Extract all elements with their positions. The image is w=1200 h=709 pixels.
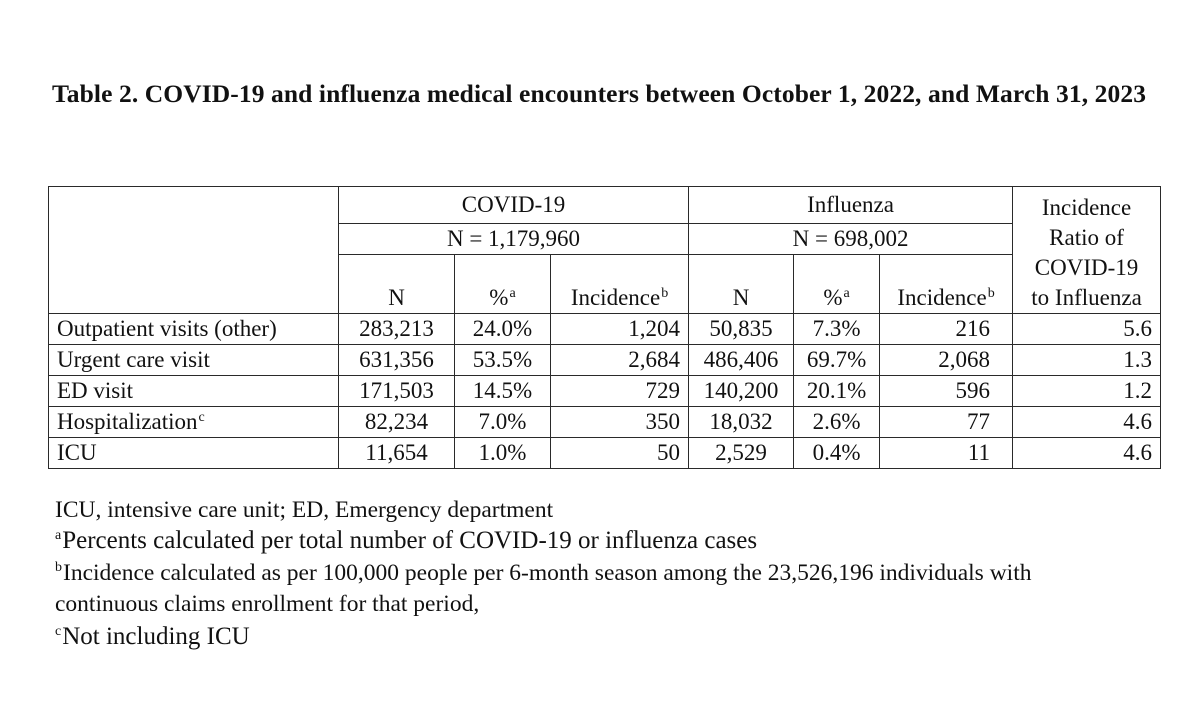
footnote-a-text: Percents calculated per total number of … <box>62 527 758 554</box>
footnote-b-continued: continuous claims enrollment for that pe… <box>55 591 480 617</box>
cell-flu-incidence: 596 <box>879 375 1013 407</box>
cell-covid-pct: 1.0% <box>454 437 551 469</box>
col-flu-pct: %a <box>793 254 880 314</box>
cell-flu-pct: 7.3% <box>793 313 880 345</box>
flu-total-header: N = 698,002 <box>688 223 1013 255</box>
ratio-header-line4: to Influenza <box>1031 285 1142 310</box>
cell-ratio: 4.6 <box>1012 437 1162 469</box>
row-label: Outpatient visits (other) <box>48 313 339 345</box>
cell-covid-incidence: 2,684 <box>549 344 689 376</box>
flu-group-header: Influenza <box>688 186 1013 224</box>
covid-total-label: N = 1,179,960 <box>446 226 581 251</box>
col-flu-incidence: Incidenceb <box>879 254 1013 314</box>
cell-covid-n: 11,654 <box>338 437 455 469</box>
row-label: Hospitalizationc <box>48 406 339 438</box>
table-row: Hospitalizationc 82,234 7.0% 350 18,032 … <box>48 406 1162 438</box>
cell-ratio: 1.2 <box>1012 375 1162 407</box>
cell-flu-n: 140,200 <box>688 375 794 407</box>
row-label: Urgent care visit <box>48 344 339 376</box>
header-row-groups: COVID-19 Influenza Incidence Ratio of CO… <box>48 186 1162 314</box>
cell-flu-n: 2,529 <box>688 437 794 469</box>
col-covid-n: N <box>338 254 455 314</box>
table-title: Table 2. COVID-19 and influenza medical … <box>52 79 1147 108</box>
flu-group-name: Influenza <box>807 192 894 217</box>
flu-total-label: N = 698,002 <box>792 226 909 251</box>
cell-covid-pct: 14.5% <box>454 375 551 407</box>
cell-flu-incidence: 216 <box>879 313 1013 345</box>
header-blank-cell <box>48 186 339 314</box>
cell-flu-pct: 20.1% <box>793 375 880 407</box>
row-label: ED visit <box>48 375 339 407</box>
footnote-a: aPercents calculated per total number of… <box>55 525 1195 557</box>
header-row-columns: N %a Incidenceb N %a Incidenceb <box>49 254 1161 314</box>
col-covid-incidence: Incidenceb <box>549 254 689 314</box>
ratio-header-line1: Incidence <box>1041 195 1132 220</box>
cell-flu-pct: 2.6% <box>793 406 880 438</box>
cell-covid-n: 171,503 <box>338 375 455 407</box>
cell-covid-incidence: 50 <box>549 437 689 469</box>
footnote-b-text: Incidence calculated as per 100,000 peop… <box>63 560 1032 586</box>
cell-flu-pct: 0.4% <box>793 437 880 469</box>
ratio-header-line3: COVID-19 <box>1034 255 1139 280</box>
table-row: ED visit 171,503 14.5% 729 140,200 20.1%… <box>48 375 1162 407</box>
cell-covid-incidence: 1,204 <box>549 313 689 345</box>
ratio-header: Incidence Ratio of COVID-19 to Influenza <box>1012 186 1162 314</box>
cell-covid-n: 283,213 <box>338 313 455 345</box>
footnote-c-text: Not including ICU <box>62 623 250 650</box>
cell-ratio: 4.6 <box>1012 406 1162 438</box>
cell-flu-pct: 69.7% <box>793 344 880 376</box>
col-flu-n: N <box>688 254 794 314</box>
row-label: ICU <box>48 437 339 469</box>
covid-group-name: COVID-19 <box>461 192 566 217</box>
col-covid-pct: %a <box>454 254 551 314</box>
footnote-a-marker: a <box>55 528 62 543</box>
cell-covid-n: 631,356 <box>338 344 455 376</box>
footnote-b-marker: b <box>55 560 62 575</box>
cell-ratio: 1.3 <box>1012 344 1162 376</box>
cell-covid-pct: 7.0% <box>454 406 551 438</box>
results-table: COVID-19 Influenza Incidence Ratio of CO… <box>48 186 1162 469</box>
footnote-abbreviations: ICU, intensive care unit; ED, Emergency … <box>55 497 554 523</box>
cell-flu-incidence: 11 <box>879 437 1013 469</box>
covid-total-header: N = 1,179,960 <box>337 223 689 255</box>
cell-covid-incidence: 729 <box>549 375 689 407</box>
header-row-totals: N = 1,179,960 N = 698,002 <box>49 223 1161 255</box>
cell-covid-pct: 24.0% <box>454 313 551 345</box>
footnote-c-marker: c <box>55 624 62 639</box>
cell-flu-n: 18,032 <box>688 406 794 438</box>
table-row: Outpatient visits (other) 283,213 24.0% … <box>48 313 1162 345</box>
cell-flu-incidence: 2,068 <box>879 344 1013 376</box>
cell-flu-n: 50,835 <box>688 313 794 345</box>
cell-covid-incidence: 350 <box>549 406 689 438</box>
table-row: ICU 11,654 1.0% 50 2,529 0.4% 11 4.6 <box>48 437 1162 469</box>
table-footnotes: ICU, intensive care unit; ED, Emergency … <box>55 495 1195 655</box>
covid-group-header: COVID-19 <box>337 186 689 224</box>
cell-flu-n: 486,406 <box>688 344 794 376</box>
cell-covid-pct: 53.5% <box>454 344 551 376</box>
cell-covid-n: 82,234 <box>338 406 455 438</box>
footnote-b: bIncidence calculated as per 100,000 peo… <box>55 557 1195 589</box>
footnote-c: cNot including ICU <box>55 619 1195 655</box>
table-row: Urgent care visit 631,356 53.5% 2,684 48… <box>48 344 1162 376</box>
cell-ratio: 5.6 <box>1012 313 1162 345</box>
ratio-header-line2: Ratio of <box>1049 225 1124 250</box>
cell-flu-incidence: 77 <box>879 406 1013 438</box>
